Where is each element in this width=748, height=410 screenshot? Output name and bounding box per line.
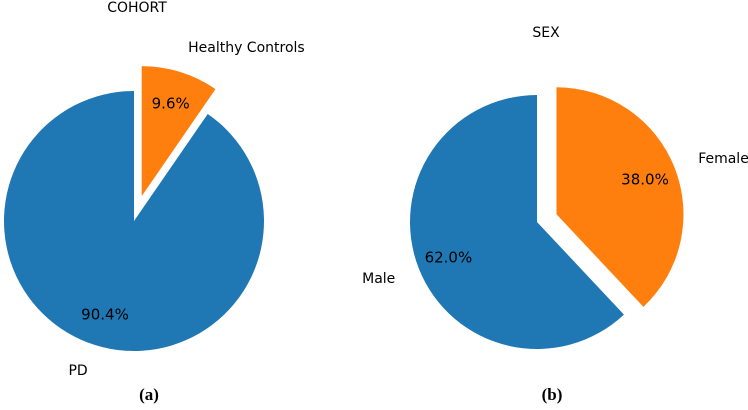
pct-label-pd: 90.4% [81, 305, 129, 323]
subfigure-caption-a: (a) [139, 385, 159, 404]
pie-chart-cohort: 9.6% Healthy Controls 90.4% PD [3, 40, 305, 379]
slice-label-healthy-controls: Healthy Controls [188, 40, 305, 56]
slice-label-male: Male [362, 271, 395, 287]
chart-title-cohort: COHORT [107, 0, 167, 16]
pie-slice-healthy-controls [141, 66, 216, 197]
pie-chart-sex: 38.0% Female 62.0% Male [362, 87, 748, 349]
chart-title-sex: SEX [532, 25, 560, 41]
pct-label-male: 62.0% [425, 248, 473, 266]
pie-slice-pd [3, 90, 264, 351]
slice-label-female: Female [698, 151, 748, 167]
pct-label-healthy-controls: 9.6% [152, 94, 190, 112]
pct-label-female: 38.0% [621, 170, 669, 188]
slice-label-pd: PD [68, 363, 87, 379]
pie-slice-male [410, 95, 624, 349]
pie-slice-female [556, 87, 684, 307]
subfigure-caption-b: (b) [541, 385, 563, 404]
